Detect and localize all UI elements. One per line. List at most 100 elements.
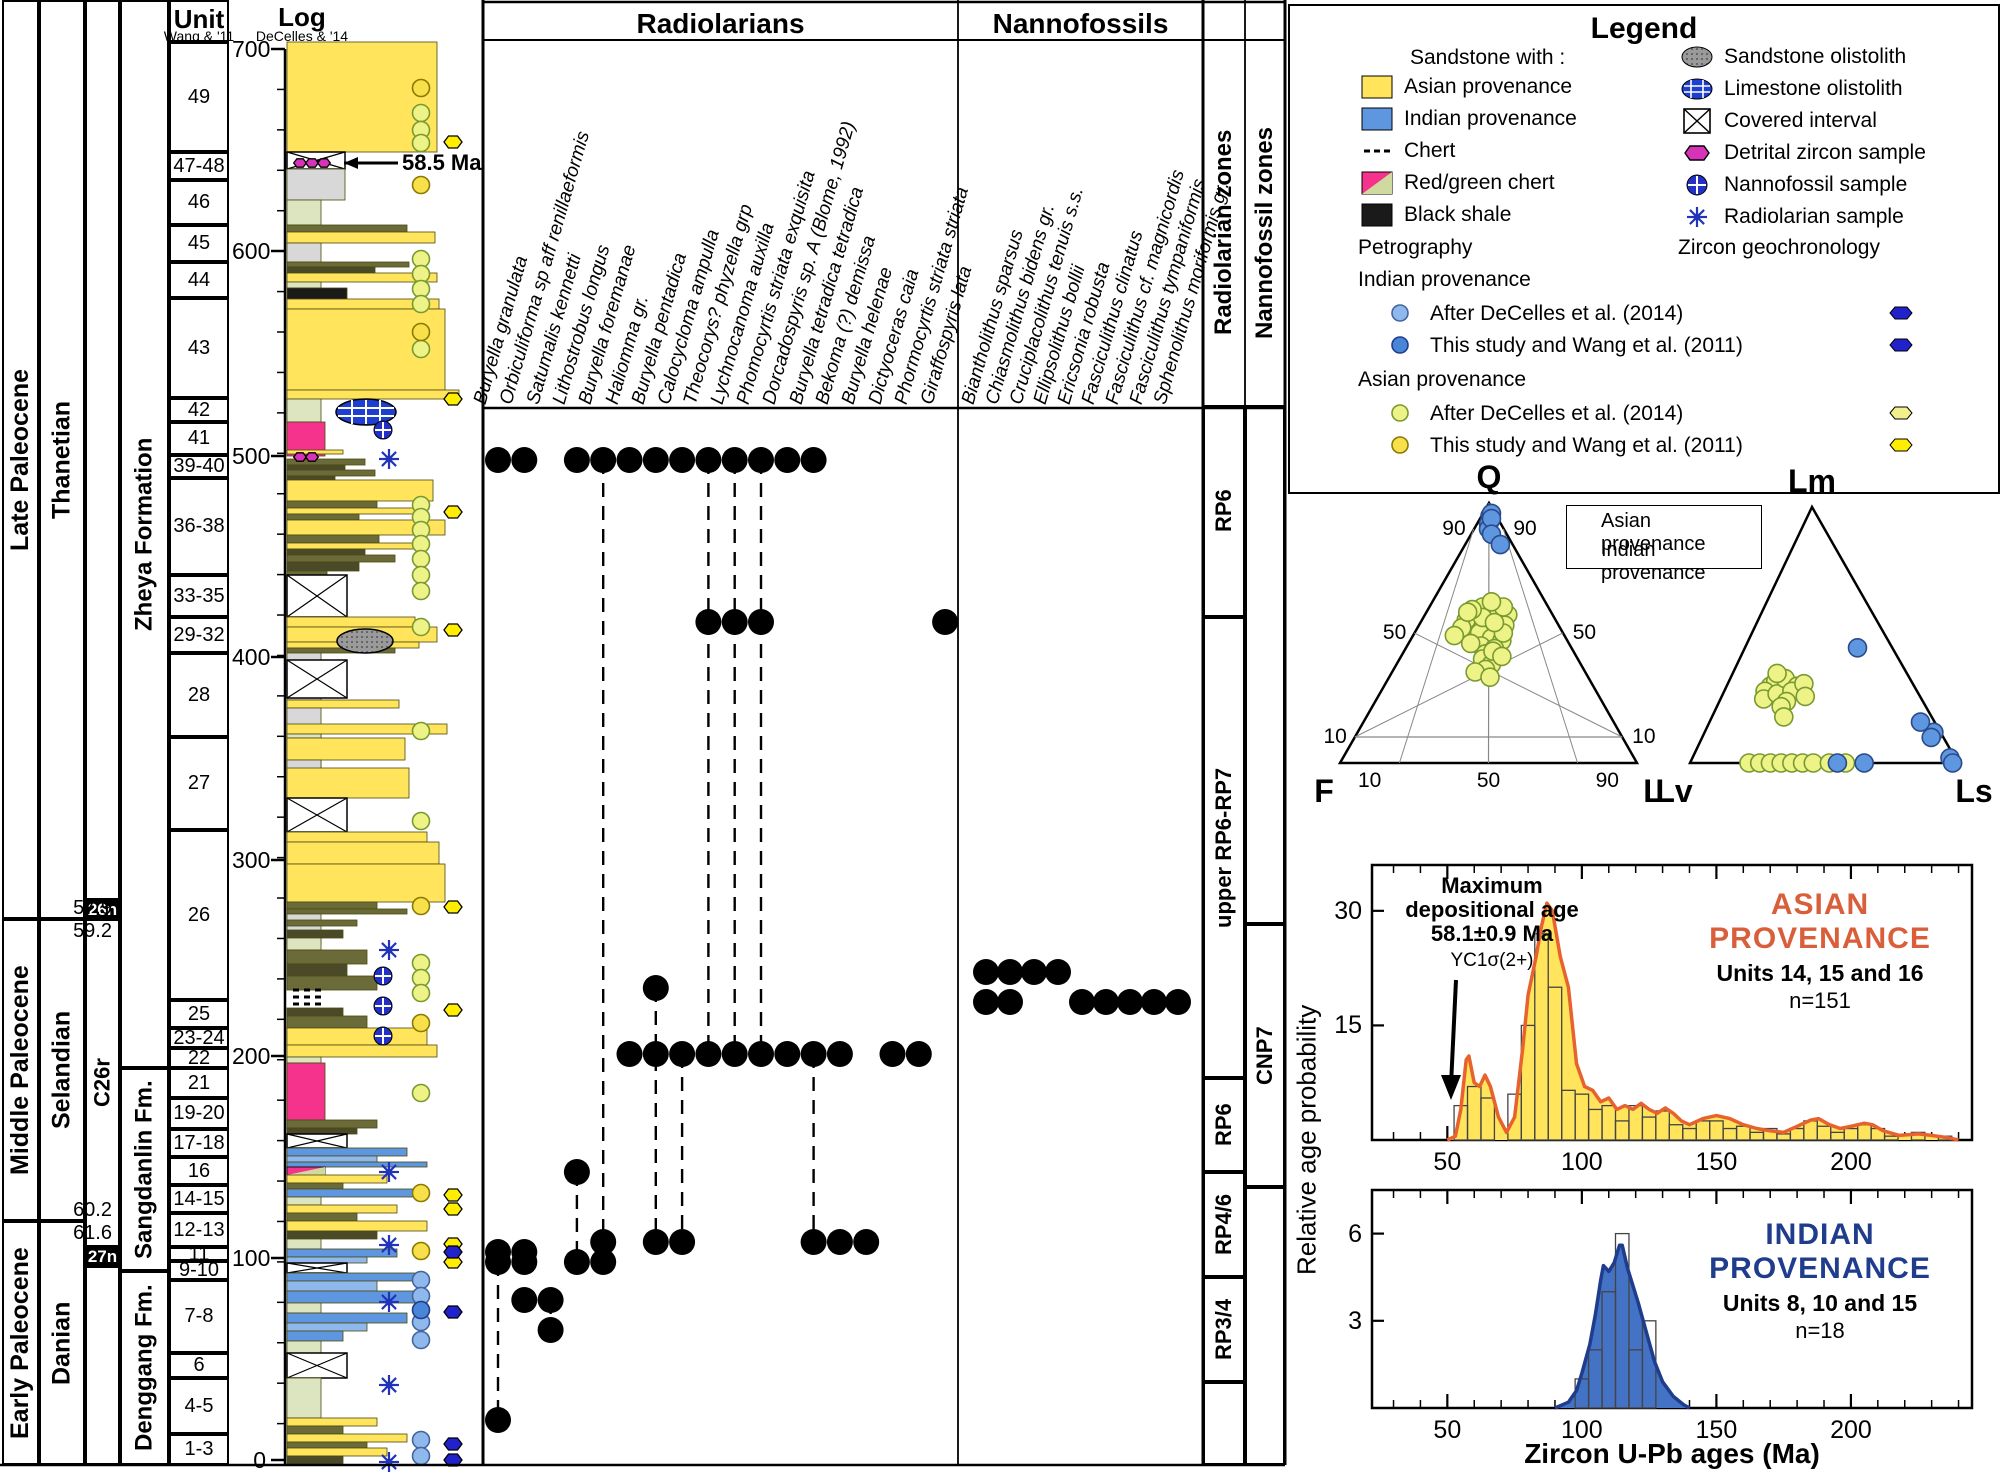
ternary-corner-label: Lm (1788, 463, 1836, 499)
occurrence-dot (879, 1041, 906, 1067)
occurrence-dot (590, 1229, 617, 1255)
occurrence-dot (511, 1287, 538, 1313)
occurrence-dot (485, 447, 511, 473)
stage-cell: Selandian (39, 919, 85, 1221)
chron-cell (85, 0, 120, 900)
legend-zircon-header: Zircon geochronology (1678, 236, 1880, 259)
ma-58-5-label: 58.5 Ma (402, 150, 482, 175)
occurrence-dot (932, 609, 959, 635)
unit-cell: 4-5 (169, 1378, 229, 1434)
unit-cell: 27 (169, 737, 229, 830)
formation-cell: Denggang Fm. (120, 1271, 169, 1465)
covered-interval-icon (1683, 108, 1711, 134)
petrography-row-icons (1391, 336, 1913, 354)
occurrence-dot (669, 1229, 696, 1255)
occurrence-dot (1165, 989, 1191, 1015)
radiolarian-zone-cell: upper RP6-RP7 (1203, 617, 1245, 1078)
ternary-tick: 10 (1358, 769, 1382, 792)
depth-label: 0 (253, 1447, 266, 1473)
occurrence-dot (1045, 959, 1071, 985)
epoch-cell: Early Paleocene (2, 1221, 39, 1465)
chron-cell: C26r (85, 919, 120, 1247)
radiolarian-zone-cell: RP6 (1203, 1078, 1245, 1172)
sandstone-olistolith-icon (1681, 46, 1713, 68)
unit-cell: 28 (169, 653, 229, 737)
nannofossil-zones-header: Nannofossil zones (1251, 126, 1278, 339)
unit-cell: 12-13 (169, 1213, 229, 1247)
occurrence-dot (1069, 989, 1095, 1015)
unit-cell: 21 (169, 1068, 229, 1098)
unit-cell: 36-38 (169, 478, 229, 575)
unit-cell: 9-10 (169, 1259, 229, 1281)
occurrence-dot (1117, 989, 1143, 1015)
nannofossil-sample-icon (1686, 174, 1708, 196)
ternary-tick: 90 (1595, 769, 1619, 792)
x-tick-label: 150 (1695, 1148, 1738, 1176)
legend-item-label: Red/green chert (1404, 171, 1555, 194)
occurrence-dot (485, 1407, 511, 1433)
unit-cell: 19-20 (169, 1098, 229, 1129)
petrography-row-icons (1391, 404, 1913, 422)
limestone-olistolith-icon (1681, 78, 1713, 100)
petrography-row-icons (1391, 436, 1913, 454)
nannofossil-zone-cell: CNP7 (1245, 924, 1285, 1187)
unit-cell: 45 (169, 225, 229, 262)
legend-title: Legend (1590, 12, 1698, 45)
occurrence-dot (537, 1317, 564, 1343)
occurrence-dot (721, 609, 748, 635)
occurrence-dot (695, 447, 722, 473)
radiolarians-header: Radiolarians (636, 8, 805, 39)
depth-label: 100 (232, 1245, 271, 1271)
radiolarian-zone-cell: RP4/6 (1203, 1172, 1245, 1277)
indian-n-label: n=18 (1795, 1318, 1845, 1343)
x-axis-label: Zircon U-Pb ages (Ma) (1524, 1438, 1820, 1469)
unit-cell: 6 (169, 1353, 229, 1378)
chron-cell: 26n (85, 900, 120, 919)
occurrence-dot (905, 1041, 932, 1067)
legend-item-label: Indian provenance (1404, 107, 1577, 130)
ternary-tick: 50 (1382, 621, 1407, 644)
unit-cell: 23-24 (169, 1027, 229, 1049)
unit-cell: 14-15 (169, 1185, 229, 1213)
occurrence-dot (748, 447, 774, 473)
occurrence-dot (1141, 989, 1167, 1015)
radiolarian-sample-icon (1687, 207, 1707, 227)
occurrence-dot (721, 447, 748, 473)
unit-cell: 43 (169, 298, 229, 398)
ternary-legend-indian: Indian provenance (1601, 539, 1706, 584)
occurrence-dot (590, 1249, 617, 1275)
indian-swatch-icon (1361, 107, 1393, 131)
occurrence-dot (642, 1229, 669, 1255)
unit-cell: 22 (169, 1047, 229, 1069)
ternary-corner-label: Q (1476, 459, 1502, 495)
occurrence-dot (774, 447, 801, 473)
occurrence-dot (997, 989, 1023, 1015)
occurrence-dot (616, 447, 643, 473)
x-tick-label: 50 (1433, 1416, 1462, 1444)
occurrence-dot (800, 447, 827, 473)
x-tick-label: 150 (1695, 1416, 1738, 1444)
ternary-tick: 50 (1572, 621, 1597, 644)
x-tick-label: 200 (1830, 1148, 1872, 1176)
unit-cell: 33-35 (169, 575, 229, 617)
ternary-tick: 10 (1323, 725, 1347, 748)
occurrence-dot (748, 1041, 774, 1067)
x-tick-label: 200 (1830, 1416, 1872, 1444)
occurrence-dot (1021, 959, 1047, 985)
legend-item-label: Black shale (1404, 203, 1512, 226)
asian-swatch-icon (1361, 75, 1393, 99)
ternary-corner-label: Lv (1655, 773, 1693, 809)
legend-item-label: Asian provenance (1404, 75, 1573, 98)
depth-label: 600 (232, 238, 271, 264)
unit-column-header: Unit (173, 4, 225, 34)
y-axis-label: Relative age probability (1291, 1004, 1322, 1276)
legend-item-label: Radiolarian sample (1724, 205, 1904, 228)
occurrence-dot (537, 1287, 564, 1313)
petrography-row-label: This study and Wang et al. (2011) (1430, 334, 1743, 357)
unit-cell: 25 (169, 1000, 229, 1028)
x-tick-label: 100 (1561, 1416, 1603, 1444)
chron-cell (85, 1266, 120, 1465)
occurrence-dot (669, 447, 696, 473)
